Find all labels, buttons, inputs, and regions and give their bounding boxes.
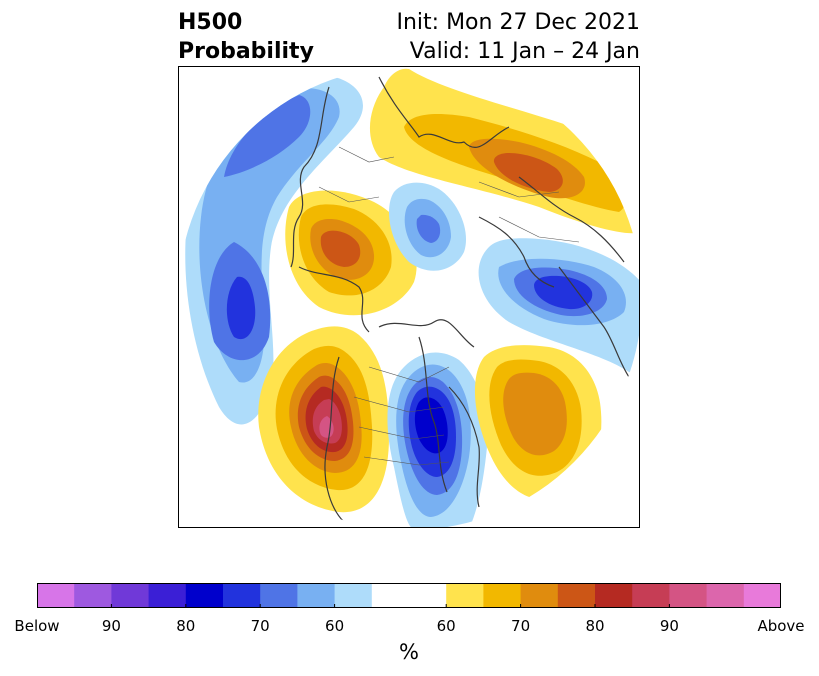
- colorbar-tick-label: 70: [511, 617, 531, 635]
- borders: [318, 146, 580, 466]
- anomaly-above-western-north-america: [258, 326, 389, 513]
- colorbar-cell: [446, 583, 484, 608]
- colorbar-cell: [520, 583, 559, 608]
- colorbar-cell: [706, 583, 745, 608]
- colorbar-cell: [37, 583, 75, 608]
- colorbar-cell: [409, 583, 447, 608]
- anomaly-below-western-russia: [389, 182, 467, 271]
- colorbar-cell: [557, 583, 596, 608]
- anomaly-above-eastern-asia: [369, 68, 639, 234]
- colorbar-tick-label: 90: [101, 617, 121, 635]
- map-frame: [178, 66, 640, 528]
- colorbar-tick-label: 60: [325, 617, 345, 635]
- colorbar-cell: [148, 583, 187, 608]
- colorbar-outline: [37, 583, 781, 608]
- colorbar-cell: [223, 583, 261, 608]
- colorbar-unit: %: [399, 640, 419, 664]
- colorbar-cell: [632, 583, 670, 608]
- colorbar-cell: [371, 583, 410, 608]
- colorbar-tick-label: 60: [436, 617, 456, 635]
- anomaly-above-western-europe: [285, 190, 417, 316]
- title-right: Init: Mon 27 Dec 2021 Valid: 11 Jan – 24…: [397, 8, 641, 66]
- coastlines: [290, 76, 630, 523]
- anomaly-below-gulf-of-alaska: [185, 74, 363, 425]
- valid-range: Valid: 11 Jan – 24 Jan: [409, 39, 640, 64]
- init-date: Init: Mon 27 Dec 2021: [396, 10, 641, 35]
- colorbar-cell: [595, 583, 633, 608]
- colorbar-cell: [743, 583, 781, 608]
- anomaly-below-north-pacific: [478, 238, 639, 377]
- colorbar-tick-label: 90: [659, 617, 679, 635]
- colorbar-cell: [74, 583, 112, 608]
- map-svg: [185, 68, 639, 527]
- colorbar-cell: [669, 583, 708, 608]
- colorbar-tick-label: Above: [757, 617, 805, 635]
- colorbar-cell: [111, 583, 150, 608]
- colorbar-tick-label: Below: [14, 617, 60, 635]
- anomaly-above-western-atlantic: [474, 345, 602, 500]
- colorbar-cell: [185, 583, 224, 608]
- colorbar: [37, 583, 781, 608]
- colorbar-ticks: [37, 604, 781, 608]
- colorbar-cell: [334, 583, 373, 608]
- title-type: Probability: [178, 39, 314, 64]
- colorbar-tick-label: 70: [250, 617, 270, 635]
- title-left: H500 Probability: [178, 8, 314, 66]
- colorbar-tick-label: 80: [176, 617, 196, 635]
- colorbar-cell: [297, 583, 336, 608]
- colorbar-cell: [483, 583, 522, 608]
- title-variable: H500: [178, 10, 243, 35]
- colorbar-cell: [260, 583, 298, 608]
- colorbar-cells: [37, 583, 781, 608]
- colorbar-tick-label: 80: [585, 617, 605, 635]
